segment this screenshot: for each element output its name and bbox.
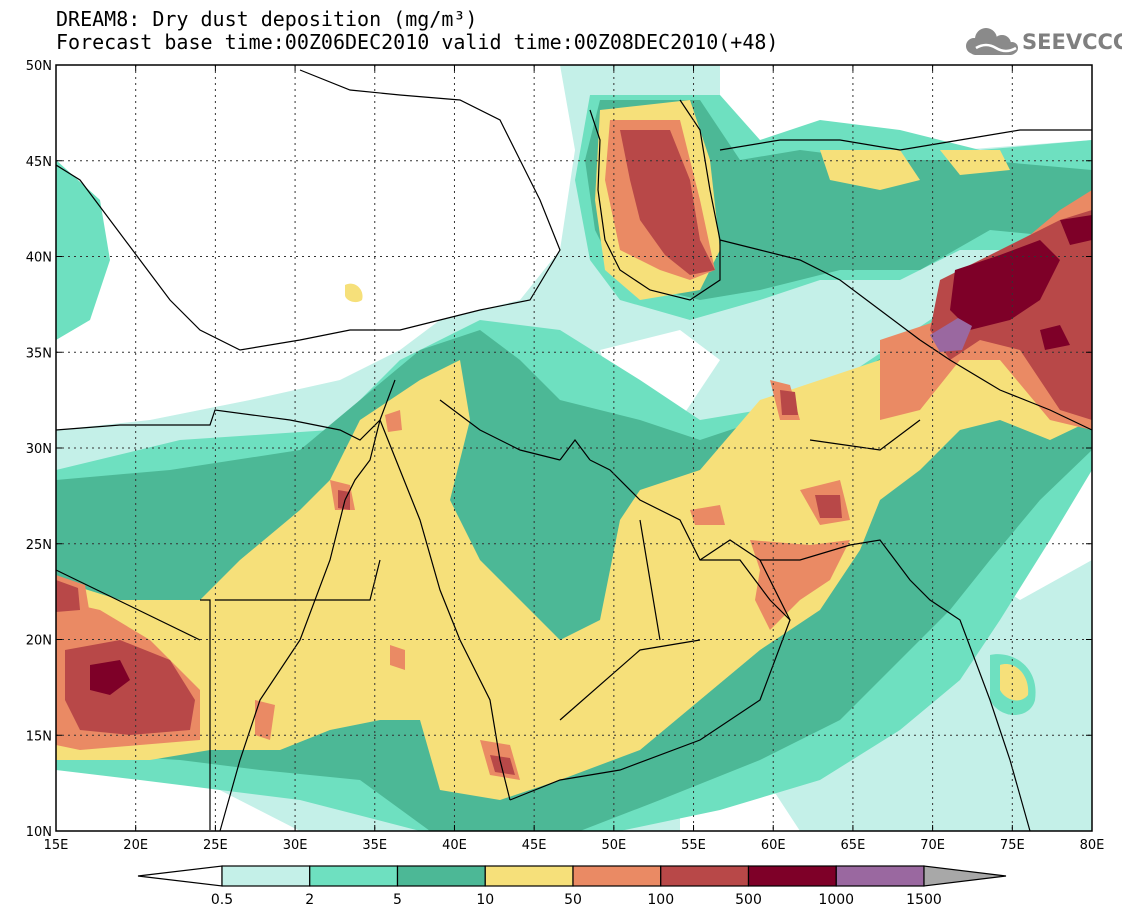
colorbar-high-arrow [923, 865, 1007, 887]
lon-label: 35E [362, 838, 387, 853]
colorbar [137, 865, 1007, 887]
colorbar-label: 10 [476, 892, 495, 908]
colorbar-swatch [747, 865, 837, 887]
lon-label: 50E [601, 838, 626, 853]
colorbar-swatch [660, 865, 750, 887]
lat-label: 25N [26, 538, 52, 553]
lat-label: 50N [26, 59, 52, 74]
lon-label: 75E [1000, 838, 1025, 853]
colorbar-swatch [484, 865, 574, 887]
lon-label: 65E [841, 838, 866, 853]
axis-ticks [55, 64, 1093, 832]
colorbar-label: 1000 [818, 892, 855, 908]
colorbar-swatch [396, 865, 486, 887]
colorbar-swatch [835, 865, 925, 887]
lon-label: 55E [681, 838, 706, 853]
lon-label: 40E [442, 838, 467, 853]
colorbar-low-arrow [137, 865, 223, 887]
colorbar-label: 2 [305, 892, 315, 908]
lon-label: 60E [761, 838, 786, 853]
lon-label: 25E [203, 838, 228, 853]
logo-text: SEEVCCC [1022, 30, 1122, 54]
colorbar-swatch [572, 865, 662, 887]
lat-label: 35N [26, 346, 52, 361]
map-title: DREAM8: Dry dust deposition (mg/m³) [56, 7, 478, 31]
colorbar-label: 500 [735, 892, 762, 908]
lon-label: 70E [920, 838, 945, 853]
axis-labels: 15E 20E 25E 30E 35E 40E 45E 50E 55E 60E 65E 70E 75E 8… [26, 59, 1105, 853]
lon-label: 30E [283, 838, 308, 853]
lat-label: 10N [26, 825, 52, 840]
cloud-icon [966, 28, 1018, 55]
lon-label: 80E [1080, 838, 1105, 853]
colorbar-swatch [309, 865, 399, 887]
lon-label: 20E [123, 838, 148, 853]
map-subtitle: Forecast base time:00Z06DEC2010 valid ti… [56, 30, 779, 54]
colorbar-label: 0.5 [210, 892, 234, 908]
lon-label: 45E [522, 838, 547, 853]
lat-label: 40N [26, 251, 52, 266]
lat-label: 30N [26, 442, 52, 457]
colorbar-label: 1500 [906, 892, 942, 908]
colorbar-label: 50 [564, 892, 582, 908]
coastlines [56, 69, 1092, 831]
colorbar-label: 5 [393, 892, 402, 908]
lat-label: 20N [26, 634, 52, 649]
colorbar-label: 100 [647, 892, 675, 908]
lat-label: 45N [26, 155, 52, 170]
graticule [56, 65, 1092, 831]
lon-label: 15E [44, 838, 69, 853]
colorbar-swatch [221, 865, 311, 887]
lat-label: 15N [26, 729, 52, 744]
